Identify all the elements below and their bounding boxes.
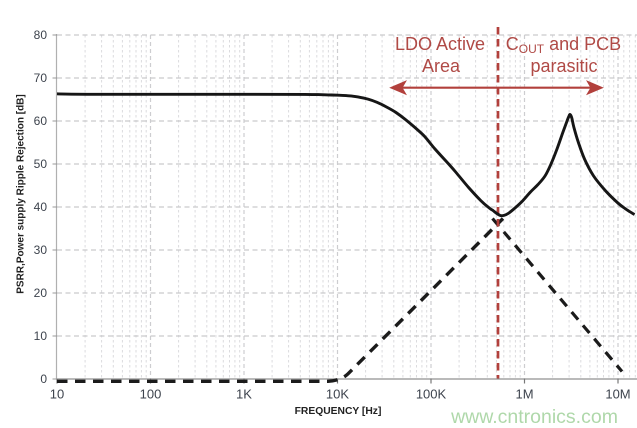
svg-text:www.cntronics.com: www.cntronics.com (450, 406, 618, 428)
svg-text:0: 0 (40, 372, 47, 386)
svg-text:100K: 100K (416, 387, 447, 402)
svg-text:parasitic: parasitic (530, 56, 597, 76)
svg-text:PSRR,Power supply Ripple Rejec: PSRR,Power supply Ripple Rejection [dB] (16, 94, 27, 293)
svg-text:10: 10 (34, 329, 48, 343)
svg-text:60: 60 (34, 114, 48, 128)
svg-text:1M: 1M (515, 387, 533, 402)
svg-text:80: 80 (34, 28, 48, 42)
svg-text:30: 30 (34, 243, 48, 257)
svg-text:Area: Area (422, 56, 461, 76)
svg-text:40: 40 (34, 200, 48, 214)
svg-text:10: 10 (50, 387, 64, 402)
svg-text:10M: 10M (605, 387, 630, 402)
svg-text:100: 100 (140, 387, 162, 402)
svg-text:70: 70 (34, 71, 48, 85)
svg-text:FREQUENCY [Hz]: FREQUENCY [Hz] (295, 406, 382, 417)
svg-text:20: 20 (34, 286, 48, 300)
svg-text:1K: 1K (236, 387, 252, 402)
svg-text:LDO Active: LDO Active (395, 34, 485, 54)
svg-text:50: 50 (34, 157, 48, 171)
svg-text:10K: 10K (326, 387, 349, 402)
